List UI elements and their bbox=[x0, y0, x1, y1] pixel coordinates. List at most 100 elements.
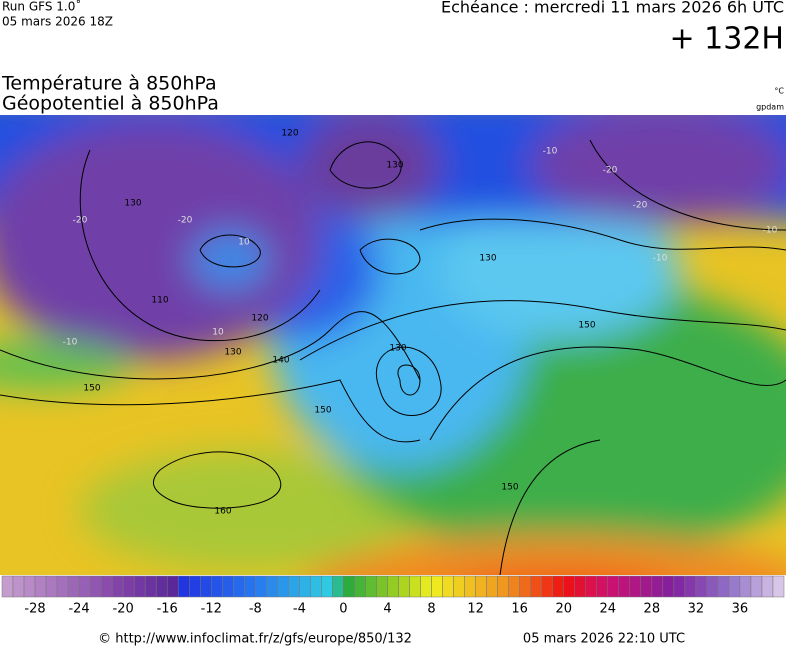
colorbar-cell bbox=[266, 575, 278, 598]
colorbar-tick-label: -16 bbox=[157, 602, 178, 617]
colorbar-cell bbox=[398, 575, 410, 598]
colorbar-cell bbox=[442, 575, 454, 598]
colorbar-tick-label: 28 bbox=[644, 602, 661, 617]
colorbar-tick-label: 0 bbox=[339, 602, 347, 617]
colorbar-cell bbox=[596, 575, 609, 598]
contour-label: 150 bbox=[578, 321, 595, 331]
forecast-time: Echéance : mercredi 11 mars 2026 6h UTC bbox=[441, 0, 784, 17]
colorbar-cell bbox=[244, 575, 256, 598]
colorbar-tick-label: 24 bbox=[600, 602, 617, 617]
colorbar-cell bbox=[1, 575, 14, 598]
colorbar-cell bbox=[122, 575, 135, 598]
colorbar-cell bbox=[56, 575, 69, 598]
colorbar-tick-label: 4 bbox=[383, 602, 391, 617]
colorbar-cell bbox=[255, 575, 267, 598]
colorbar-cell bbox=[67, 575, 80, 598]
colorbar-cell bbox=[475, 575, 487, 598]
colorbar-cell bbox=[100, 575, 113, 598]
colorbar-cell bbox=[453, 575, 465, 598]
colorbar-tick-label: 20 bbox=[555, 602, 572, 617]
contour-label: -10 bbox=[763, 226, 778, 236]
contour-label: 130 bbox=[124, 199, 141, 209]
colorbar-tick-label: -12 bbox=[201, 602, 222, 617]
colorbar-cell bbox=[750, 575, 763, 598]
colorbar-cell bbox=[166, 575, 179, 598]
contour-label: -10 bbox=[653, 254, 668, 264]
colorbar-cell bbox=[233, 575, 245, 598]
contour-label: -10 bbox=[543, 147, 558, 157]
contour-label: -20 bbox=[73, 216, 88, 226]
colorbar-tick-label: -24 bbox=[68, 602, 89, 617]
colorbar-cell bbox=[651, 575, 664, 598]
contour-label: 160 bbox=[214, 507, 231, 517]
colorbar-tick-label: 8 bbox=[427, 602, 435, 617]
colorbar-tick-label: -4 bbox=[293, 602, 306, 617]
contour-label: 120 bbox=[251, 314, 268, 324]
contour-label: -20 bbox=[633, 201, 648, 211]
colorbar-cell bbox=[728, 575, 741, 598]
colorbar-cell bbox=[673, 575, 686, 598]
colorbar-cell bbox=[761, 575, 774, 598]
contour-label: 120 bbox=[281, 129, 298, 139]
colorbar-tick-label: -20 bbox=[113, 602, 134, 617]
colorbar-cell bbox=[111, 575, 124, 598]
colorbar-cell bbox=[387, 575, 399, 598]
colorbar-cell bbox=[376, 575, 388, 598]
colorbar-cell bbox=[409, 575, 421, 598]
colorbar-cell bbox=[310, 575, 322, 598]
contour-label: 130 bbox=[479, 254, 496, 264]
colorbar-cell bbox=[34, 575, 47, 598]
colorbar-cell bbox=[343, 575, 355, 598]
colorbar-cell bbox=[695, 575, 708, 598]
colorbar-tick-label: 36 bbox=[732, 602, 749, 617]
colorbar-cell bbox=[12, 575, 25, 598]
colorbar-cell bbox=[772, 575, 785, 598]
contour-label: 130 bbox=[389, 344, 406, 354]
colorbar-cell bbox=[629, 575, 642, 598]
contour-label: 110 bbox=[151, 296, 168, 306]
colorbar-cell bbox=[420, 575, 432, 598]
colorbar-cell bbox=[200, 575, 212, 598]
colorbar: -28 -24 -20 -16 -12 -8 -4 0 4 8 12 16 20 24 28 32 36 bbox=[1, 575, 785, 617]
colorbar-cell bbox=[684, 575, 697, 598]
colorbar-cell bbox=[497, 575, 509, 598]
run-label: Run GFS 1.0˚ bbox=[2, 0, 81, 14]
contour-label: 150 bbox=[83, 384, 100, 394]
colorbar-cell bbox=[431, 575, 443, 598]
colorbar-cell bbox=[706, 575, 719, 598]
colorbar-tick-label: 12 bbox=[467, 602, 484, 617]
contour-label: 130 bbox=[224, 348, 241, 358]
colorbar-cell bbox=[332, 575, 344, 598]
colorbar-cell bbox=[541, 575, 553, 598]
colorbar-cell bbox=[144, 575, 157, 598]
colorbar-tick-label: 16 bbox=[511, 602, 528, 617]
colorbar-cell bbox=[519, 575, 531, 598]
colorbar-cell bbox=[45, 575, 58, 598]
colorbar-cell bbox=[530, 575, 542, 598]
colorbar-cell bbox=[133, 575, 146, 598]
colorbar-cell bbox=[277, 575, 289, 598]
colorbar-cell bbox=[365, 575, 377, 598]
colorbar-cell bbox=[211, 575, 223, 598]
colorbar-tick-label: 32 bbox=[688, 602, 705, 617]
colorbar-cell bbox=[607, 575, 620, 598]
colorbar-cell bbox=[321, 575, 333, 598]
colorbar-cell bbox=[640, 575, 653, 598]
colorbar-cell bbox=[662, 575, 675, 598]
run-date: 05 mars 2026 18Z bbox=[2, 15, 113, 29]
title-geopotential: Géopotentiel à 850hPa bbox=[2, 93, 219, 115]
contour-label: 130 bbox=[386, 161, 403, 171]
map: 1201301301101201301401501501601301501301… bbox=[0, 115, 786, 575]
colorbar-cell bbox=[508, 575, 520, 598]
lead-time: + 132H bbox=[670, 22, 785, 57]
colorbar-cell bbox=[464, 575, 476, 598]
colorbar-cell bbox=[563, 575, 575, 598]
colorbar-cell bbox=[188, 575, 201, 598]
colorbar-cell bbox=[618, 575, 631, 598]
colorbar-cell bbox=[552, 575, 564, 598]
colorbar-cell bbox=[23, 575, 36, 598]
colorbar-cell bbox=[486, 575, 498, 598]
colorbar-cell bbox=[585, 575, 598, 598]
colorbar-cell bbox=[739, 575, 752, 598]
